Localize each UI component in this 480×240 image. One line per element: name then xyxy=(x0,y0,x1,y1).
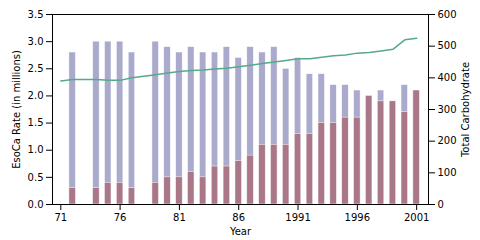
svg-text:EsoCa Rate (in millions): EsoCa Rate (in millions) xyxy=(11,50,22,169)
svg-text:3.5: 3.5 xyxy=(28,9,44,20)
svg-text:0.0: 0.0 xyxy=(28,199,44,210)
svg-text:200: 200 xyxy=(438,135,457,146)
svg-text:71: 71 xyxy=(54,212,67,223)
svg-text:0.5: 0.5 xyxy=(28,172,44,183)
svg-text:81: 81 xyxy=(173,212,186,223)
svg-text:500: 500 xyxy=(438,40,457,51)
svg-text:76: 76 xyxy=(114,212,127,223)
svg-text:1.0: 1.0 xyxy=(28,144,44,155)
svg-text:300: 300 xyxy=(438,104,457,115)
svg-text:2.0: 2.0 xyxy=(28,90,44,101)
svg-text:2001: 2001 xyxy=(404,212,429,223)
svg-text:2.5: 2.5 xyxy=(28,63,44,74)
svg-text:1996: 1996 xyxy=(345,212,370,223)
svg-text:Year: Year xyxy=(229,226,252,237)
svg-text:1.5: 1.5 xyxy=(28,117,44,128)
svg-text:400: 400 xyxy=(438,72,457,83)
svg-text:600: 600 xyxy=(438,9,457,20)
svg-text:Total Carbohydrate: Total Carbohydrate xyxy=(460,62,471,158)
svg-text:86: 86 xyxy=(232,212,245,223)
svg-text:1991: 1991 xyxy=(285,212,310,223)
svg-text:3.0: 3.0 xyxy=(28,36,44,47)
svg-text:100: 100 xyxy=(438,167,457,178)
svg-text:0: 0 xyxy=(438,199,444,210)
